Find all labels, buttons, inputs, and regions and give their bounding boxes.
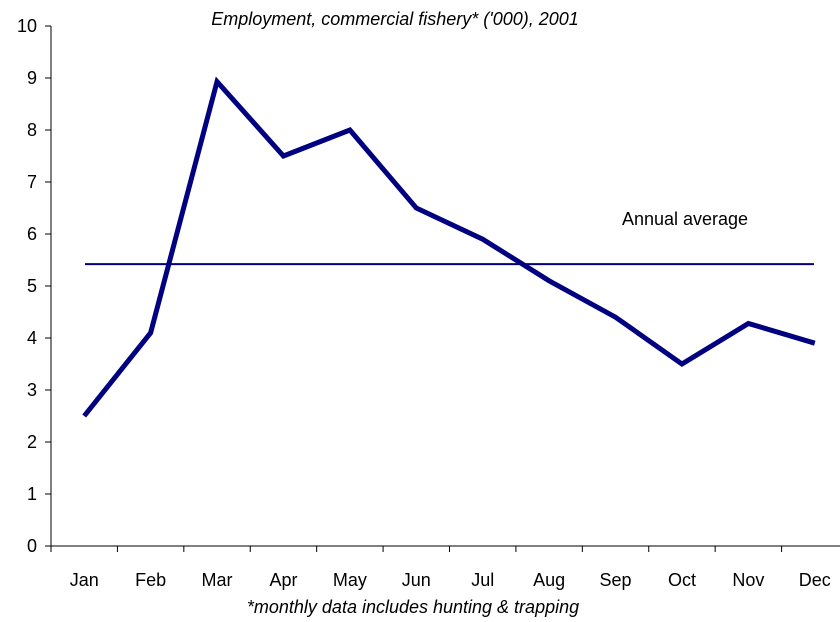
x-tick-label: Feb [135,570,166,590]
x-tick-label: Jul [471,570,494,590]
x-tick-label: Mar [202,570,233,590]
y-tick-label: 4 [27,328,37,348]
y-tick-label: 6 [27,224,37,244]
x-tick-label: Dec [799,570,831,590]
y-tick-label: 2 [27,432,37,452]
series-line [82,76,816,418]
chart-title: Employment, commercial fishery* ('000), … [211,9,579,29]
footnote: *monthly data includes hunting & trappin… [247,597,579,617]
y-tick-label: 7 [27,172,37,192]
y-tick-label: 5 [27,276,37,296]
y-tick-label: 3 [27,380,37,400]
y-tick-label: 9 [27,68,37,88]
x-tick-label: May [333,570,367,590]
x-ticks: Jan Feb Mar Apr May Jun Jul Aug Sep Oct Nov Dec [50,546,831,590]
y-tick-label: 8 [27,120,37,140]
y-tick-label: 0 [27,536,37,556]
y-ticks: 0 1 2 3 4 5 6 7 8 9 10 [17,16,51,556]
x-tick-label: Jun [402,570,431,590]
x-tick-label: Aug [533,570,565,590]
x-tick-label: Jan [70,570,99,590]
x-tick-label: Oct [668,570,696,590]
x-tick-label: Sep [600,570,632,590]
y-tick-label: 1 [27,484,37,504]
x-tick-label: Nov [732,570,764,590]
x-tick-label: Apr [269,570,297,590]
y-tick-label: 10 [17,16,37,36]
annual-average-label: Annual average [622,209,748,229]
